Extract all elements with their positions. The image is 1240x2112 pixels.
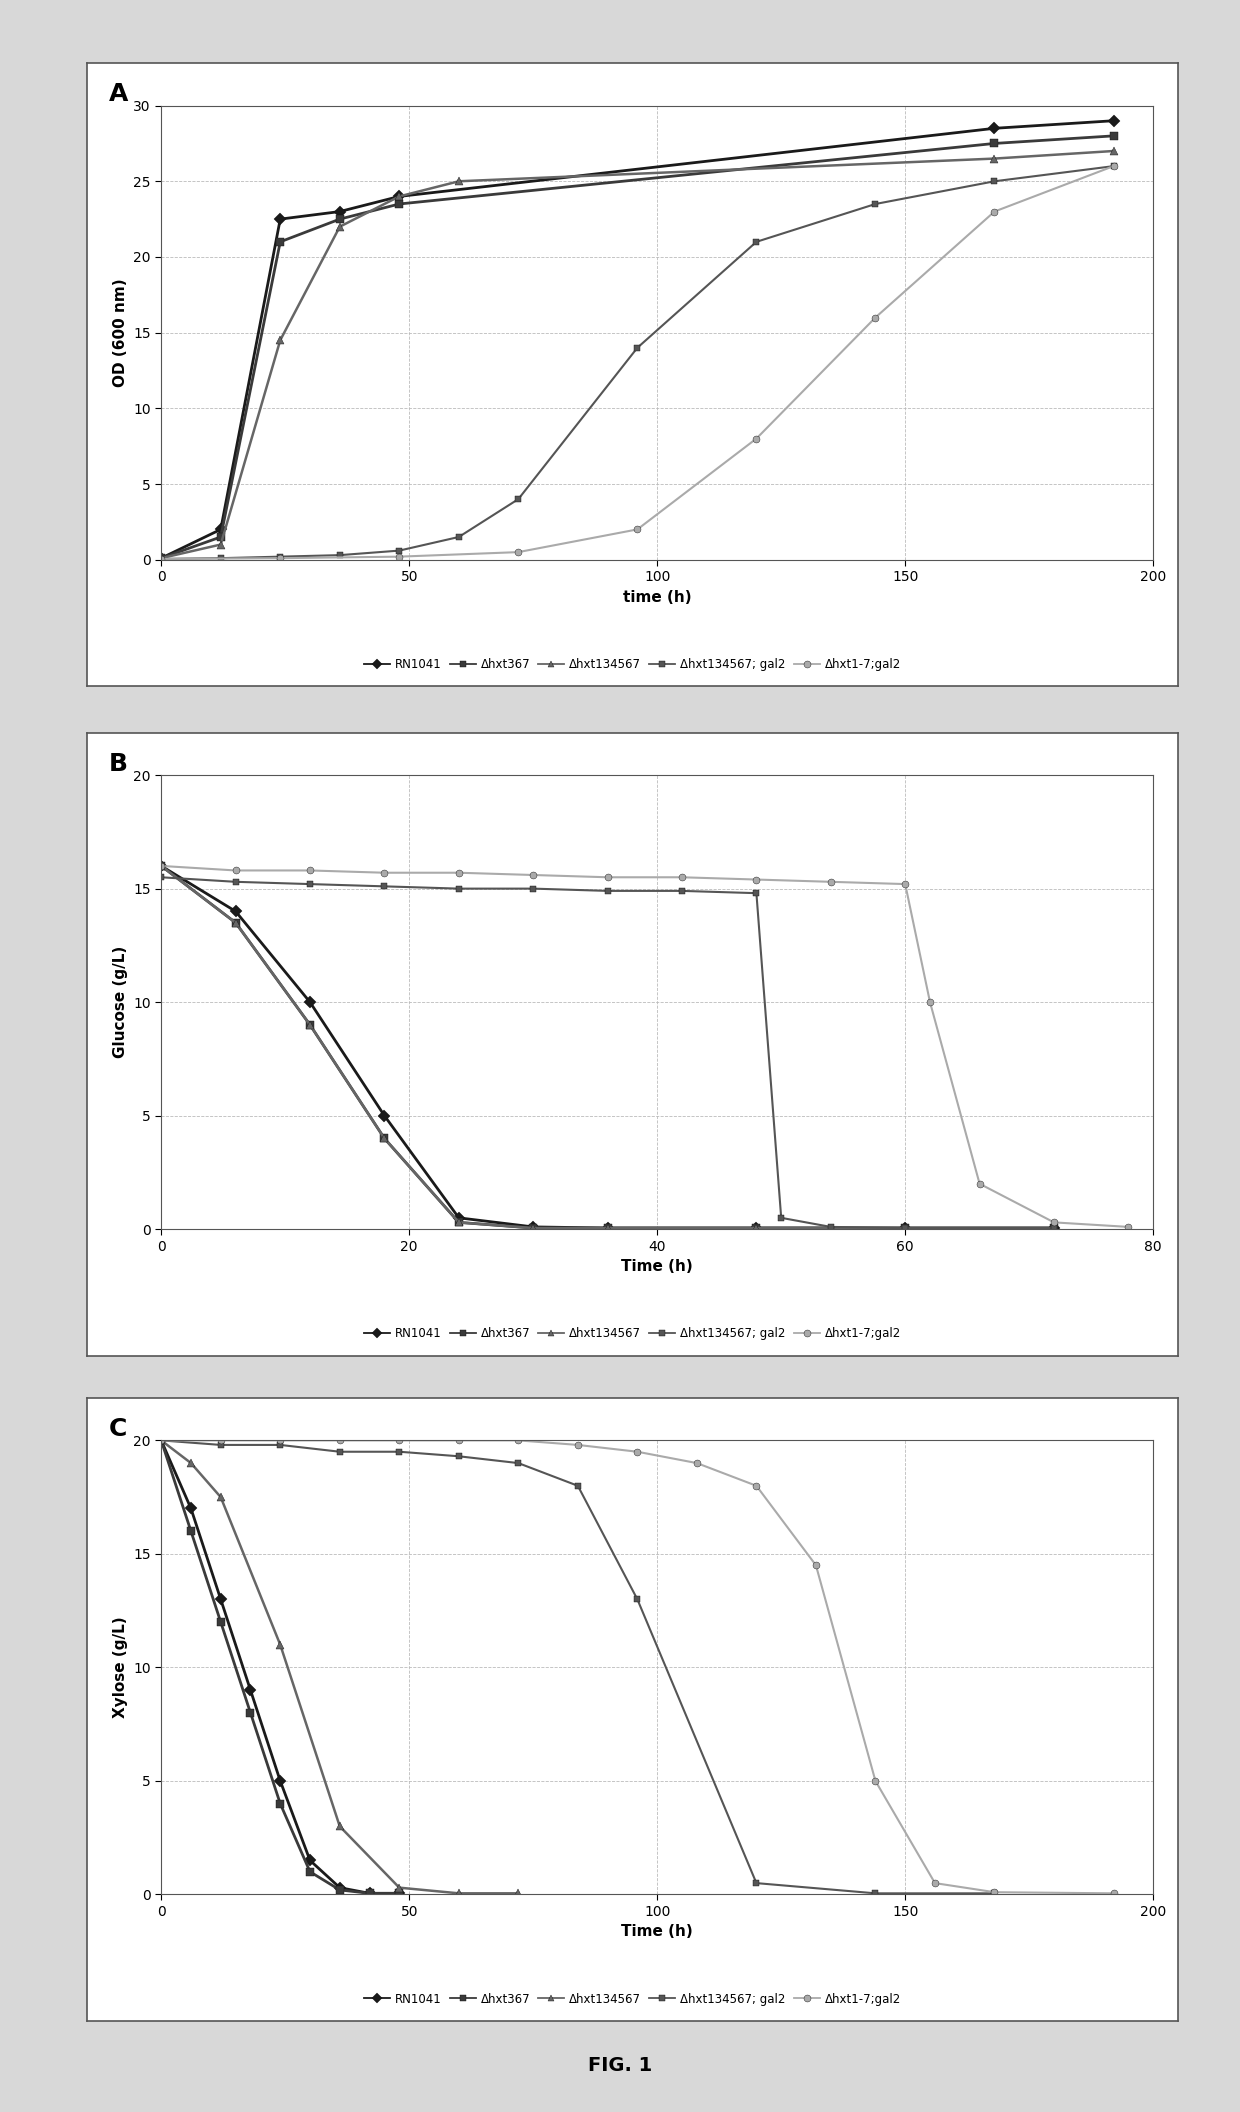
X-axis label: time (h): time (h) xyxy=(622,589,692,604)
X-axis label: Time (h): Time (h) xyxy=(621,1259,693,1274)
Y-axis label: OD (600 nm): OD (600 nm) xyxy=(113,279,128,386)
X-axis label: Time (h): Time (h) xyxy=(621,1924,693,1939)
Legend: RN1041, Δhxt367, Δhxt134567, Δhxt134567; gal2, Δhxt1-7;gal2: RN1041, Δhxt367, Δhxt134567, Δhxt134567;… xyxy=(361,1990,904,2009)
Legend: RN1041, Δhxt367, Δhxt134567, Δhxt134567; gal2, Δhxt1-7;gal2: RN1041, Δhxt367, Δhxt134567, Δhxt134567;… xyxy=(361,655,904,674)
Legend: RN1041, Δhxt367, Δhxt134567, Δhxt134567; gal2, Δhxt1-7;gal2: RN1041, Δhxt367, Δhxt134567, Δhxt134567;… xyxy=(361,1324,904,1343)
Text: B: B xyxy=(109,752,128,775)
Text: C: C xyxy=(109,1417,126,1440)
Y-axis label: Xylose (g/L): Xylose (g/L) xyxy=(113,1616,128,1719)
Text: FIG. 1: FIG. 1 xyxy=(588,2057,652,2074)
Y-axis label: Glucose (g/L): Glucose (g/L) xyxy=(113,946,128,1058)
Text: A: A xyxy=(109,82,128,106)
